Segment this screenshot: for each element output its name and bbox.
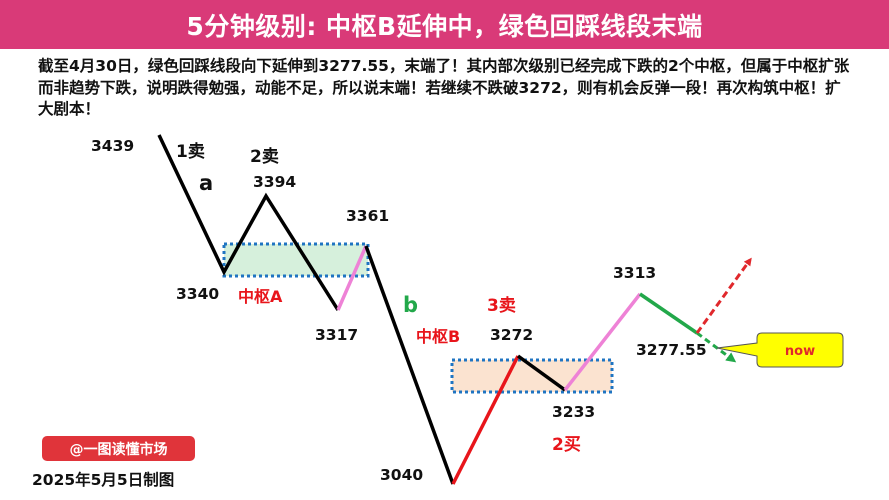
green-pullback-segment <box>639 292 698 335</box>
signal-sell3: 3卖 <box>487 295 516 316</box>
price-3394: 3394 <box>253 173 296 191</box>
date-footer: 2025年5月5日制图 <box>32 471 175 489</box>
green-continuation-arrow <box>696 331 737 363</box>
price-3317: 3317 <box>315 326 358 344</box>
pivot-b-label: 中枢B <box>416 327 460 346</box>
pink-rebound-a <box>336 245 368 311</box>
signal-sell2: 2卖 <box>250 146 279 167</box>
description-text: 截至4月30日，绿色回踩线段向下延伸到3277.55，末端了！其内部次级别已经完… <box>38 57 850 118</box>
signal-sell1: 1卖 <box>176 141 205 162</box>
price-3313: 3313 <box>613 264 656 282</box>
price-3272: 3272 <box>490 326 533 344</box>
segment-a-line <box>157 134 340 311</box>
segment-b-label: b <box>403 293 418 317</box>
pivot-a-label: 中枢A <box>238 287 283 306</box>
signal-buy2: 2买 <box>552 435 581 455</box>
red-up-segment <box>451 355 520 485</box>
red-rebound-arrow <box>695 257 752 334</box>
page-title: 5分钟级别: 中枢B延伸中，绿色回踩线段末端 <box>0 0 889 49</box>
price-3340: 3340 <box>176 285 219 303</box>
pivot-zone-a <box>222 242 370 278</box>
segment-b-down-line <box>364 245 455 485</box>
price-3361: 3361 <box>346 207 389 225</box>
price-3040: 3040 <box>380 466 423 484</box>
pink-rebound-b <box>563 292 642 392</box>
source-badge: @一图读懂市场 <box>42 436 195 461</box>
price-3233: 3233 <box>552 403 595 421</box>
price-3277-55: 3277.55 <box>636 341 707 359</box>
now-callout <box>716 332 844 368</box>
now-label: now <box>785 344 815 359</box>
price-3439: 3439 <box>91 137 134 155</box>
segment-a-label: a <box>199 171 213 195</box>
pullback-to-3233 <box>516 354 567 392</box>
